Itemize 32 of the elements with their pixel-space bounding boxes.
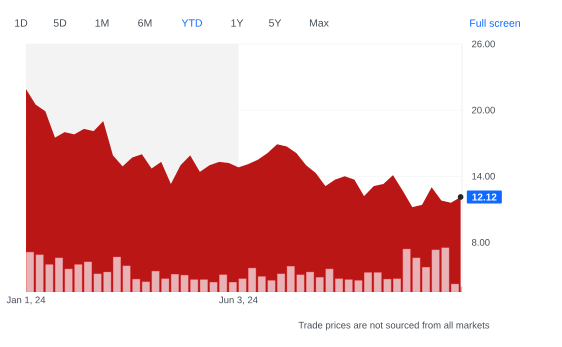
bar	[412, 258, 420, 292]
bar	[422, 266, 430, 292]
text: 6M	[138, 19, 152, 27]
bar	[112, 256, 121, 292]
text: Max	[310, 19, 329, 27]
bar	[152, 270, 160, 292]
bar	[277, 274, 286, 292]
bar	[402, 248, 411, 292]
text: 1D	[15, 19, 28, 27]
bar	[84, 262, 92, 292]
text: 1Y	[231, 19, 244, 27]
text: 5Y	[269, 19, 282, 27]
bar	[432, 250, 440, 292]
text: Trade prices are not sourced from all markets	[298, 322, 490, 330]
bar	[122, 266, 131, 292]
text: Full screen	[470, 19, 520, 27]
bar	[26, 252, 34, 292]
y-tick-label: 14.00	[472, 172, 495, 180]
text: 5D	[54, 19, 66, 27]
bar	[170, 274, 179, 292]
y-tick-label: 20.00	[472, 106, 495, 114]
x-tick-label: Jan 1, 24	[6, 296, 46, 304]
bar	[94, 274, 102, 292]
text: 1M	[96, 19, 108, 27]
y-tick-label: 8.00	[472, 239, 490, 246]
x-tick-label: Jun 3, 24	[219, 296, 258, 304]
text: YTD	[182, 19, 202, 27]
bar	[36, 254, 44, 292]
bar	[248, 268, 256, 292]
y-tick-label: 26.00	[472, 40, 495, 48]
annotation: 12.12	[472, 193, 496, 200]
bar	[55, 258, 63, 292]
